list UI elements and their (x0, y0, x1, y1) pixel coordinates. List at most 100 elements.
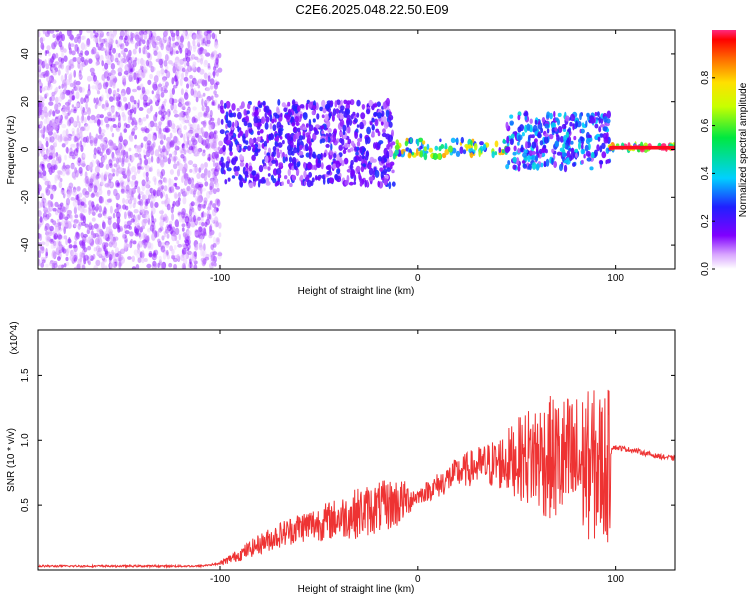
spectrogram-cell (151, 207, 156, 215)
spectrogram-cell (225, 100, 231, 109)
spectrogram-cell (39, 85, 43, 94)
spectrogram-cell (39, 245, 45, 254)
spectrogram-cell (359, 121, 364, 130)
spectrogram-cell (186, 48, 191, 54)
spectrogram-cell (132, 202, 136, 209)
spectrogram-cell (118, 52, 121, 58)
spectrogram-cell (199, 235, 204, 244)
spectrogram-cell (321, 114, 325, 119)
spectrogram-cell (69, 116, 74, 124)
spectrogram-cell (72, 254, 78, 262)
spectrogram-cell (99, 196, 104, 204)
spectrogram-cell (211, 32, 216, 40)
spectrogram-cell (354, 146, 357, 152)
spectrogram-cell (147, 79, 152, 86)
spectrogram-cell (75, 194, 79, 200)
spectrogram-cell (104, 173, 107, 180)
spectrogram-cell (279, 136, 283, 140)
spectrogram-cell (214, 151, 219, 159)
spectrogram-cell (121, 160, 125, 167)
spectrogram-cell (82, 233, 88, 238)
spectrogram-cell (130, 238, 133, 244)
spectrogram-cell (88, 58, 93, 64)
spectrogram-cell (77, 258, 82, 266)
spectrogram-cell (172, 109, 178, 114)
spectrogram-cell (324, 113, 329, 122)
spectrogram-cell (40, 121, 43, 126)
spectrogram-cell (349, 147, 354, 152)
y-tick-label: -20 (20, 190, 31, 205)
spectrogram-cell (186, 230, 192, 237)
spectrogram-cell (181, 72, 184, 80)
spectrogram-cell (68, 110, 72, 115)
spectrogram-cell (170, 226, 176, 232)
spectrogram-cell (148, 252, 153, 257)
spectrogram-cell (352, 111, 356, 116)
spectrogram-cell (130, 218, 135, 223)
spectrogram-cell (87, 164, 93, 171)
spectrogram-cell (157, 134, 163, 139)
spectrogram-cell (156, 171, 162, 177)
spectrogram-cell (532, 124, 538, 133)
spectrogram-cell (102, 82, 108, 90)
spectrogram-cell (154, 149, 160, 157)
spectrogram-cell (300, 174, 304, 181)
spectrogram-cell (581, 143, 584, 150)
spectrogram-cell (238, 174, 242, 181)
spectrogram-cell (220, 118, 224, 125)
spectrogram-cell (39, 37, 44, 44)
spectrogram-cell (184, 69, 188, 78)
spectrogram-cell (385, 109, 390, 118)
spectrogram-cell (126, 193, 130, 199)
spectrogram-cell (123, 70, 129, 75)
spectrogram-cell (149, 224, 155, 232)
spectrogram-cell (320, 138, 326, 144)
spectrogram-cell (214, 162, 219, 167)
spectrogram-cell (79, 212, 84, 219)
y-tick-label: 40 (20, 48, 31, 60)
spectrogram-cell (272, 146, 277, 152)
spectrogram-cell (585, 120, 588, 128)
spectrogram-cell (46, 45, 51, 51)
spectrogram-cell (101, 74, 106, 81)
spectrogram-cell (192, 190, 197, 195)
spectrogram-cell (296, 105, 301, 112)
spectrogram-cell (99, 54, 104, 62)
spectrogram-cell (263, 151, 267, 155)
spectrogram-cell (522, 152, 528, 158)
spectrogram-cell (105, 88, 108, 94)
spectrogram-cell (218, 232, 222, 238)
spectrogram-cell (55, 96, 59, 104)
spectrogram-cell (127, 256, 132, 260)
spectrogram-cell (104, 62, 109, 70)
spectrogram-cell (58, 40, 63, 48)
spectrogram-cell (573, 135, 577, 141)
spectrogram-cell (214, 41, 219, 49)
spectrogram-cell (218, 52, 222, 59)
spectrogram-cell (70, 108, 74, 113)
spectrogram-y-axis-label: Frequency (Hz) (6, 116, 17, 185)
spectrogram-cell (38, 210, 42, 217)
spectrogram-cell (271, 159, 277, 164)
spectrogram-cell (284, 175, 288, 180)
spectrogram-cell (106, 43, 110, 52)
spectrogram-cell (226, 156, 230, 162)
spectrogram-cell (307, 134, 311, 142)
spectrogram-cell (93, 223, 99, 229)
spectrogram-cell (84, 175, 90, 184)
spectrogram-cell (383, 165, 387, 170)
spectrogram-cell (197, 195, 203, 203)
spectrogram-cell (349, 99, 355, 106)
spectrogram-cell (256, 136, 261, 142)
spectrogram-cell (125, 41, 129, 47)
spectrogram-cell (198, 226, 203, 232)
spectrogram-cell (56, 218, 60, 223)
spectrogram-cell (166, 141, 170, 149)
spectrogram-cell (200, 257, 205, 263)
spectrogram-cell (179, 123, 183, 132)
spectrogram-cell (155, 58, 161, 63)
spectrogram-cell (174, 113, 179, 118)
spectrogram-cell (248, 165, 253, 172)
spectrogram-cell (143, 32, 148, 40)
spectrogram-cell (79, 251, 83, 260)
